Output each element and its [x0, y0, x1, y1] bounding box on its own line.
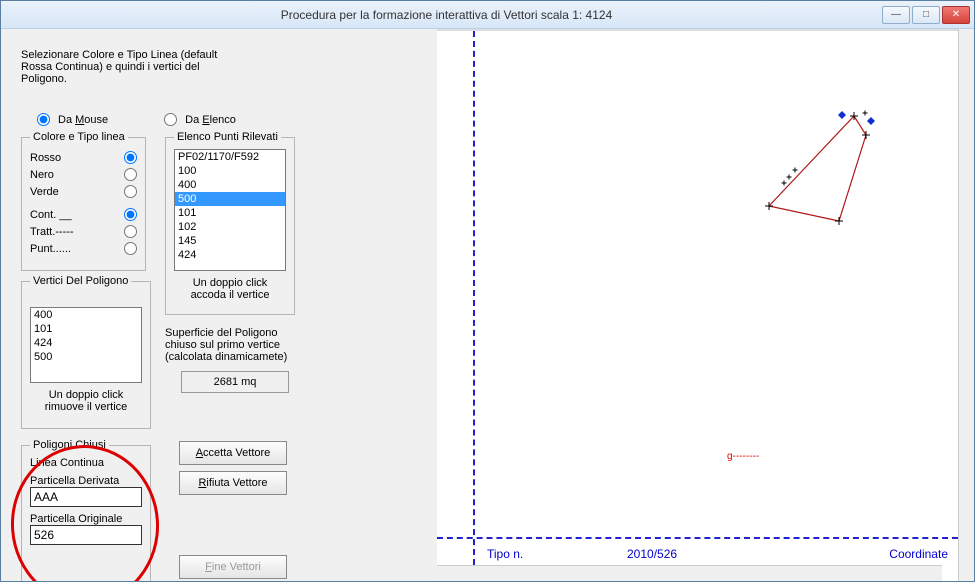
- intro-text: Selezionare Colore e Tipo Linea (default…: [21, 49, 241, 85]
- radio-verde[interactable]: [124, 185, 137, 198]
- reject-button[interactable]: Rifiuta Vettore: [179, 471, 287, 495]
- window-buttons: — □ ✕: [882, 6, 970, 24]
- radio-punt[interactable]: [124, 242, 137, 255]
- tipo-label: Tipo n.: [487, 547, 627, 561]
- maximize-button[interactable]: □: [912, 6, 940, 24]
- tipo-value: 2010/526: [627, 547, 827, 561]
- elenco-item[interactable]: 400: [175, 178, 285, 192]
- poligoni-group: Poligoni Chiusi Linea Continua Particell…: [21, 439, 151, 581]
- canvas[interactable]: g-------- Tipo n. 2010/526 Coordinate: [437, 29, 958, 581]
- window-title: Procedura per la formazione interattiva …: [11, 8, 882, 22]
- radio-tratt[interactable]: [124, 225, 137, 238]
- radio-da-elenco[interactable]: Da Elenco: [158, 113, 236, 126]
- vertici-legend: Vertici Del Poligono: [30, 275, 131, 287]
- particella-originale-input[interactable]: [30, 525, 142, 545]
- left-panel: Selezionare Colore e Tipo Linea (default…: [1, 29, 433, 581]
- elenco-item[interactable]: 100: [175, 164, 285, 178]
- vertici-group: Vertici Del Poligono 400101424500 Un dop…: [21, 275, 151, 429]
- particella-originale-label: Particella Originale: [30, 513, 142, 525]
- label-nero: Nero: [30, 169, 54, 181]
- surface-line2: chiuso sul primo vertice: [165, 339, 305, 351]
- label-punt: Punt......: [30, 243, 71, 255]
- elenco-item[interactable]: 101: [175, 206, 285, 220]
- elenco-item[interactable]: 102: [175, 220, 285, 234]
- elenco-listbox[interactable]: PF02/1170/F592100400500101102145424: [174, 149, 286, 271]
- surface-block: Superficie del Poligono chiuso sul primo…: [165, 327, 305, 393]
- source-radios: Da Mouse Da Elenco: [31, 113, 236, 126]
- elenco-item[interactable]: PF02/1170/F592: [175, 150, 285, 164]
- vertici-listbox[interactable]: 400101424500: [30, 307, 142, 383]
- app-window: Procedura per la formazione interattiva …: [0, 0, 975, 582]
- surface-line3: (calcolata dinamicamete): [165, 351, 305, 363]
- elenco-item[interactable]: 145: [175, 234, 285, 248]
- radio-cont[interactable]: [124, 208, 137, 221]
- surface-line1: Superficie del Poligono: [165, 327, 305, 339]
- close-button[interactable]: ✕: [942, 6, 970, 24]
- poligoni-legend: Poligoni Chiusi: [30, 439, 109, 451]
- elenco-group: Elenco Punti Rilevati PF02/1170/F5921004…: [165, 131, 295, 315]
- accept-button[interactable]: Accetta Vettore: [179, 441, 287, 465]
- polygon-svg: [437, 31, 958, 581]
- titlebar: Procedura per la formazione interattiva …: [1, 1, 974, 29]
- elenco-item[interactable]: 500: [175, 192, 285, 206]
- vertici-item[interactable]: 101: [31, 322, 141, 336]
- minimize-button[interactable]: —: [882, 6, 910, 24]
- radio-rosso[interactable]: [124, 151, 137, 164]
- elenco-legend: Elenco Punti Rilevati: [174, 131, 281, 143]
- particella-derivata-input[interactable]: [30, 487, 142, 507]
- color-type-group: Colore e Tipo linea Rosso Nero Verde Con…: [21, 131, 146, 271]
- h-scrollbar[interactable]: [437, 565, 942, 581]
- vertici-hint: Un doppio click rimuove il vertice: [30, 389, 142, 413]
- label-tratt: Tratt.-----: [30, 226, 74, 238]
- elenco-item[interactable]: 424: [175, 248, 285, 262]
- vertici-item[interactable]: 424: [31, 336, 141, 350]
- label-verde: Verde: [30, 186, 59, 198]
- elenco-hint: Un doppio click accoda il vertice: [174, 277, 286, 301]
- right-panel: g-------- Tipo n. 2010/526 Coordinate: [433, 29, 974, 581]
- fine-button: Fine Vettori: [179, 555, 287, 579]
- poligoni-legend-line2: Linea Continua: [30, 457, 142, 469]
- surface-value: 2681 mq: [181, 371, 289, 393]
- coord-label: Coordinate: [889, 547, 948, 561]
- vertici-item[interactable]: 400: [31, 308, 141, 322]
- v-scrollbar[interactable]: [958, 29, 974, 581]
- footer-labels: Tipo n. 2010/526 Coordinate: [487, 547, 958, 561]
- radio-da-mouse-input[interactable]: [37, 113, 50, 126]
- label-rosso: Rosso: [30, 152, 61, 164]
- content: Selezionare Colore e Tipo Linea (default…: [1, 29, 974, 581]
- mini-marker: g--------: [727, 451, 759, 462]
- radio-nero[interactable]: [124, 168, 137, 181]
- vertici-item[interactable]: 500: [31, 350, 141, 364]
- label-cont: Cont. __: [30, 209, 72, 221]
- particella-derivata-label: Particella Derivata: [30, 475, 142, 487]
- color-type-legend: Colore e Tipo linea: [30, 131, 128, 143]
- radio-da-elenco-input[interactable]: [164, 113, 177, 126]
- radio-da-mouse[interactable]: Da Mouse: [31, 113, 108, 126]
